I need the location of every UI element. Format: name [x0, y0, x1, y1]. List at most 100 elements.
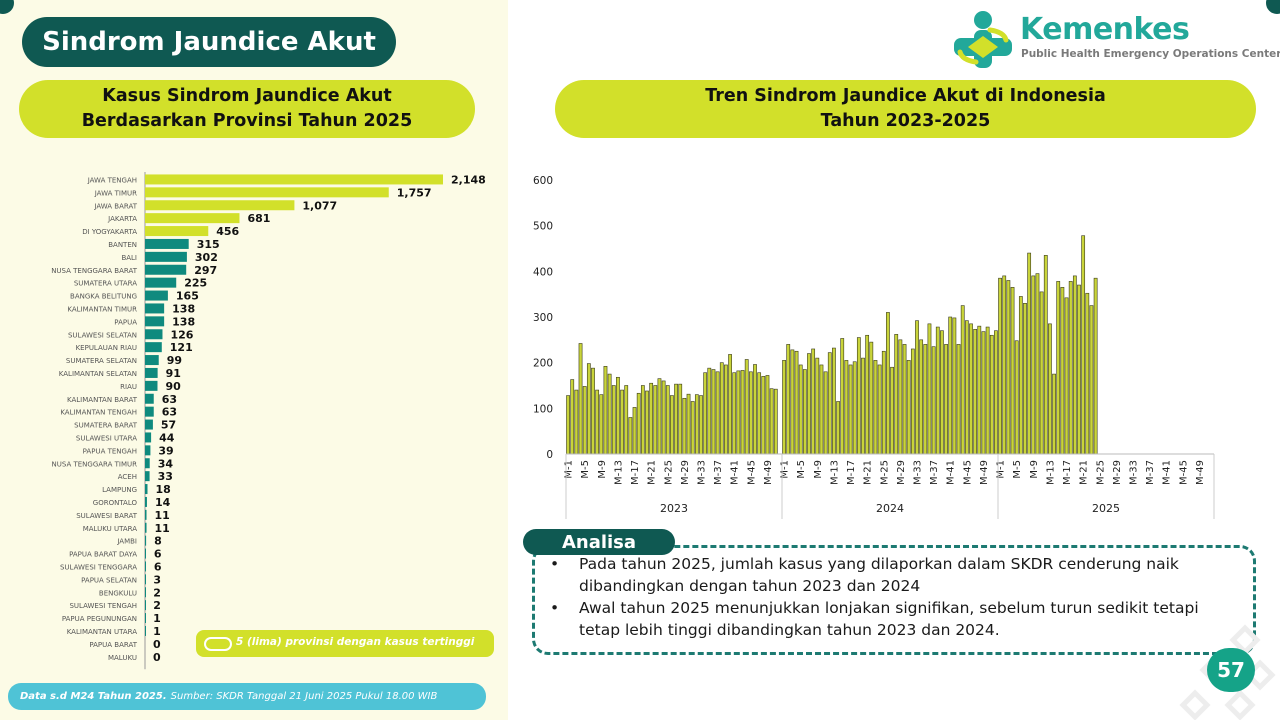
- province-tick-label: SULAWESI UTARA: [76, 434, 137, 442]
- province-value-label: 456: [216, 225, 239, 238]
- province-value-label: 1: [153, 625, 161, 638]
- province-value-label: 11: [155, 509, 170, 522]
- trend-bar: [873, 360, 878, 455]
- trend-bar: [1081, 235, 1086, 455]
- trend-week-tick: M-17: [630, 460, 641, 485]
- province-value-label: 34: [158, 457, 174, 470]
- trend-bar: [1089, 305, 1094, 455]
- trend-bar: [674, 383, 678, 455]
- trend-bar: [748, 371, 753, 455]
- province-tick-label: ACEH: [118, 473, 137, 481]
- trend-week-tick: M-33: [1129, 460, 1140, 485]
- trend-week-tick: M-25: [663, 460, 674, 485]
- province-value-label: 225: [184, 277, 207, 290]
- trend-bar: [960, 305, 965, 455]
- province-tick-label: PAPUA BARAT DAYA: [69, 551, 137, 559]
- province-tick-label: PAPUA SELATAN: [81, 576, 137, 584]
- province-tick-label: SUMATERA BARAT: [74, 422, 138, 430]
- province-value-label: 126: [170, 328, 193, 341]
- trend-bar-chart: 0 100 200 300 400 500 600 M-1 M-5 M-9 M-13 M-17 M-21…: [533, 175, 1215, 519]
- trend-year-label: 2023: [660, 502, 688, 515]
- trend-bar: [906, 360, 911, 455]
- trend-bar: [707, 367, 712, 455]
- province-tick-label: JAMBI: [116, 538, 137, 546]
- province-tick-label: BENGKULU: [99, 589, 137, 597]
- province-bar: [145, 535, 147, 546]
- trend-y-tick: 200: [533, 358, 553, 370]
- province-tick-label: SULAWESI TENGGARA: [60, 563, 137, 571]
- province-bar: [145, 406, 154, 417]
- trend-bar: [773, 388, 778, 455]
- logo-subtitle: Public Health Emergency Operations Cente…: [1021, 48, 1280, 60]
- trend-bar: [952, 317, 957, 455]
- trend-week-tick: M-45: [1178, 460, 1189, 485]
- trend-week-tick: M-1: [564, 460, 575, 479]
- trend-bar: [599, 394, 604, 455]
- trend-bar: [1018, 296, 1023, 455]
- trend-week-tick: M-17: [846, 460, 857, 485]
- province-value-label: 165: [176, 290, 199, 303]
- province-tick-label: KEPULAUAN RIAU: [76, 344, 137, 352]
- province-value-label: 90: [165, 380, 181, 393]
- trend-week-tick: M-25: [1095, 460, 1106, 485]
- trend-bar: [1035, 273, 1040, 455]
- province-value-label: 33: [158, 470, 173, 483]
- trend-week-tick: M-9: [597, 460, 608, 479]
- trend-bar: [1060, 287, 1065, 455]
- province-bar: [145, 367, 158, 378]
- trend-bar: [636, 392, 641, 455]
- trend-y-tick: 500: [533, 221, 553, 233]
- trend-bar: [948, 316, 953, 455]
- trend-week-tick: M-49: [1195, 460, 1206, 485]
- province-tick-label: JAWA TIMUR: [94, 189, 137, 197]
- data-source-footer: Data s.d M24 Tahun 2025. Sumber: SKDR Ta…: [8, 683, 486, 710]
- trend-week-tick: M-5: [1012, 460, 1023, 479]
- province-tick-label: SUMATERA SELATAN: [66, 357, 137, 365]
- trend-y-tick: 100: [533, 403, 553, 415]
- trend-week-tick: M-49: [763, 460, 774, 485]
- trend-bar: [724, 364, 728, 455]
- province-value-label: 297: [194, 264, 217, 277]
- province-value-label: 14: [155, 496, 171, 509]
- trend-week-tick: M-5: [796, 460, 807, 479]
- trend-bar: [769, 388, 774, 455]
- trend-bar: [649, 382, 654, 455]
- trend-bar: [645, 390, 649, 455]
- trend-bar: [865, 334, 870, 455]
- province-bar: [145, 303, 165, 314]
- trend-bar: [694, 394, 699, 455]
- trend-bar: [657, 378, 662, 455]
- province-value-label: 138: [172, 315, 195, 328]
- trend-bar: [699, 395, 703, 455]
- province-value-label: 1,757: [397, 186, 432, 199]
- province-bar: [145, 355, 159, 366]
- province-value-label: 315: [197, 238, 220, 251]
- trend-bar: [832, 347, 836, 455]
- trend-bar: [744, 359, 749, 455]
- trend-y-tick: 400: [533, 266, 553, 278]
- logo-name: Kemenkes: [1020, 12, 1190, 47]
- province-value-label: 6: [154, 548, 162, 561]
- trend-bar: [732, 372, 737, 455]
- trend-bar: [566, 395, 570, 455]
- trend-week-tick: M-13: [613, 460, 624, 485]
- trend-bar: [620, 389, 624, 455]
- trend-week-tick: M-37: [1145, 460, 1156, 485]
- trend-bar: [964, 320, 969, 455]
- province-tick-label: BALI: [121, 254, 137, 262]
- province-bar: [145, 419, 153, 430]
- trend-bar: [811, 348, 816, 455]
- province-tick-label: PAPUA: [114, 318, 137, 326]
- trend-bar: [890, 366, 894, 455]
- trend-bar: [1006, 280, 1011, 455]
- trend-bar: [840, 338, 845, 455]
- province-value-label: 99: [167, 354, 182, 367]
- trend-bar: [653, 385, 658, 455]
- province-tick-label: GORONTALO: [93, 499, 138, 507]
- province-bar: [145, 496, 147, 507]
- province-tick-label: LAMPUNG: [102, 486, 137, 494]
- trend-bar: [994, 330, 998, 455]
- trend-bar: [931, 346, 936, 455]
- trend-bar: [836, 401, 840, 455]
- trend-y-tick: 300: [533, 312, 553, 324]
